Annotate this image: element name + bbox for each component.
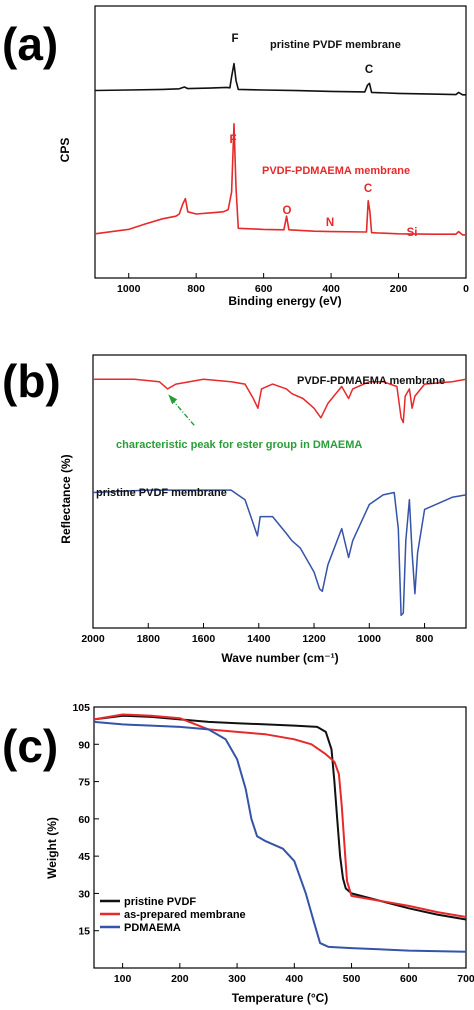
ester-arrow-head (168, 394, 178, 405)
panel-c-frame (93, 706, 467, 969)
x-tick-label-c-1: 200 (171, 973, 189, 985)
panel-a-xlabel: Binding energy (eV) (228, 294, 341, 308)
panel-c-xlabel: Temperature (°C) (232, 991, 329, 1005)
panel-c-plot: 100 200 300 400 500 600 700 15 30 45 60 75 90 105 pris… (72, 702, 474, 985)
panel-b-plot: 2000 1800 1600 1400 1200 1000 800 PVDF-PDMAEMA … (81, 354, 467, 645)
x-tick-label-b-4: 1200 (302, 633, 326, 645)
x-tick-label-b-5: 1000 (358, 633, 382, 645)
x-tick-label-a-5: 0 (463, 283, 469, 295)
x-tick-label-a-4: 200 (390, 283, 408, 295)
x-tick-label-c-3: 400 (286, 973, 304, 985)
panel-c: (c) 100 200 300 400 500 600 700 15 30 45 60 75 90 105… (2, 702, 474, 1005)
series-line-a-1 (94, 123, 466, 236)
x-tick-label-b-0: 2000 (81, 633, 105, 645)
annotation-a-6: N (326, 217, 334, 229)
panel-label-b: (b) (2, 355, 61, 407)
panel-b: (b) 2000 1800 1600 1400 1200 1000 800 PVDF-PDMA… (2, 354, 467, 665)
x-tick-label-b-3: 1400 (247, 633, 271, 645)
panel-b-frame (92, 354, 467, 629)
y-tick-label-c-1: 15 (78, 926, 90, 938)
x-tick-label-a-2: 600 (255, 283, 273, 295)
series-line-c-0 (93, 714, 467, 921)
x-tick-label-b-6: 800 (416, 633, 434, 645)
y-tick-label-c-4: 60 (78, 814, 90, 826)
panel-label-c: (c) (2, 720, 58, 772)
legend-label-0: pristine PVDF (124, 896, 196, 908)
annotation-a-3: F (229, 134, 236, 146)
series-line-c-1 (93, 713, 467, 918)
y-tick-label-c-6: 90 (78, 739, 90, 751)
annotation-b-2: pristine PVDF membrane (96, 487, 227, 499)
legend-label-2: PDMAEMA (124, 922, 181, 934)
panel-c-ylabel: Weight (%) (45, 817, 59, 879)
x-tick-label-a-3: 400 (322, 283, 340, 295)
x-tick-label-c-0: 100 (114, 973, 132, 985)
annotation-b-1: characteristic peak for ester group in D… (116, 439, 362, 451)
panel-a-frame (94, 5, 467, 279)
annotation-b-0: PVDF-PDMAEMA membrane (297, 375, 445, 387)
annotation-a-5: O (283, 205, 292, 217)
y-tick-label-c-3: 45 (78, 851, 90, 863)
x-tick-label-a-1: 800 (187, 283, 205, 295)
x-tick-label-a-0: 1000 (117, 283, 141, 295)
y-tick-label-c-7: 105 (72, 702, 90, 714)
y-tick-label-c-5: 75 (78, 777, 90, 789)
annotation-a-0: F (231, 33, 238, 45)
panel-a: (a) 1000 800 600 400 200 0 F pristine PVDF memb… (2, 5, 469, 308)
annotation-a-7: C (364, 183, 372, 195)
annotation-a-1: pristine PVDF membrane (270, 39, 401, 51)
annotation-a-8: Si (407, 227, 418, 239)
x-tick-label-c-6: 700 (457, 973, 474, 985)
legend-label-1: as-prepared membrane (124, 909, 246, 921)
x-tick-label-c-2: 300 (228, 973, 246, 985)
series-line-b-0 (93, 378, 467, 424)
panel-a-plot: 1000 800 600 400 200 0 F pristine PVDF membrane… (94, 5, 469, 295)
y-tick-label-c-2: 30 (78, 888, 90, 900)
x-tick-label-b-1: 1800 (137, 633, 161, 645)
panel-b-ylabel: Reflectance (%) (59, 454, 73, 543)
x-tick-label-c-4: 500 (343, 973, 361, 985)
x-tick-label-b-2: 1600 (192, 633, 216, 645)
series-line-b-1 (92, 489, 467, 617)
panel-a-ylabel: CPS (58, 138, 72, 163)
annotation-a-2: C (365, 64, 373, 76)
panel-label-a: (a) (2, 18, 58, 70)
series-line-c-2 (93, 720, 467, 953)
series-line-a-0 (94, 62, 466, 96)
panel-b-xlabel: Wave number (cm⁻¹) (221, 651, 338, 665)
x-tick-label-c-5: 600 (400, 973, 418, 985)
annotation-a-4: PVDF-PDMAEMA membrane (262, 165, 410, 177)
